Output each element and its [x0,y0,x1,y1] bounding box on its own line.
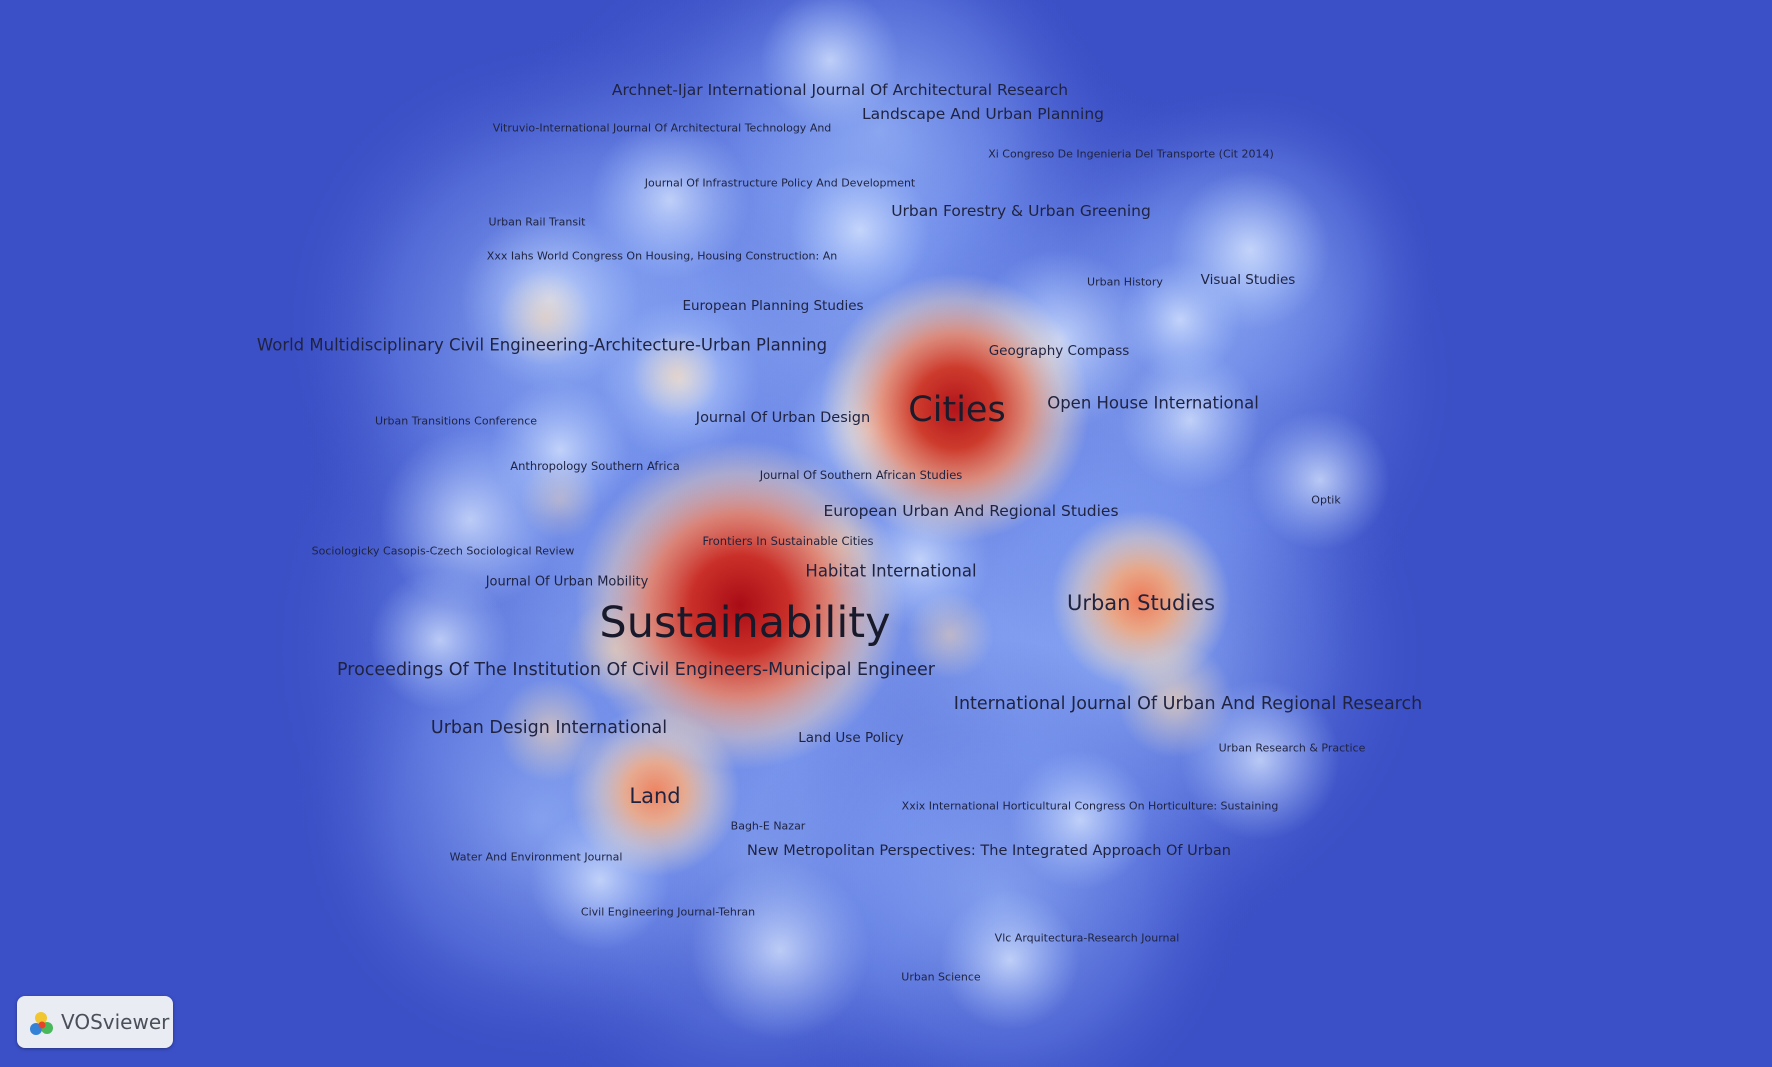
node-label-european-planning[interactable]: European Planning Studies [682,298,864,314]
node-label-journal-southern-african[interactable]: Journal Of Southern African Studies [759,468,963,482]
node-label-ijurr[interactable]: International Journal Of Urban And Regio… [953,694,1423,714]
node-label-xxx-iahs[interactable]: Xxx Iahs World Congress On Housing, Hous… [486,249,838,263]
node-label-sociologicky[interactable]: Sociologicky Casopis-Czech Sociological … [311,544,575,558]
vosviewer-logo-icon [30,1012,53,1035]
node-label-archnet[interactable]: Archnet-Ijar International Journal Of Ar… [611,81,1069,99]
node-label-frontiers-sustainable-cities[interactable]: Frontiers In Sustainable Cities [702,534,874,548]
node-label-world-multidisciplinary[interactable]: World Multidisciplinary Civil Engineerin… [256,335,828,355]
vosviewer-logo: VOSviewer [17,996,173,1048]
node-label-urban-research-practice[interactable]: Urban Research & Practice [1218,741,1366,755]
node-label-journal-urban-design[interactable]: Journal Of Urban Design [695,410,871,426]
node-label-open-house-international[interactable]: Open House International [1047,393,1259,413]
node-label-geography-compass[interactable]: Geography Compass [988,343,1130,359]
node-label-land[interactable]: Land [629,784,681,808]
node-label-xi-congreso[interactable]: Xi Congreso De Ingenieria Del Transporte… [988,147,1274,161]
node-label-cities[interactable]: Cities [908,390,1006,430]
node-label-sustainability[interactable]: Sustainability [599,598,891,648]
node-label-vitruvio[interactable]: Vitruvio-International Journal Of Archit… [492,121,832,135]
node-label-urban-science[interactable]: Urban Science [901,970,981,984]
node-label-landscape-urban-planning[interactable]: Landscape And Urban Planning [862,105,1104,123]
node-label-bagh-e-nazar[interactable]: Bagh-E Nazar [730,819,806,833]
node-label-journal-infrastructure[interactable]: Journal Of Infrastructure Policy And Dev… [644,176,916,190]
node-label-proceedings-ice-municipal[interactable]: Proceedings Of The Institution Of Civil … [337,660,935,680]
node-label-urban-studies[interactable]: Urban Studies [1066,591,1216,615]
node-label-urban-forestry[interactable]: Urban Forestry & Urban Greening [891,202,1151,220]
node-label-vlc-arquitectura[interactable]: Vlc Arquitectura-Research Journal [994,931,1180,945]
node-label-xxix-horticultural[interactable]: Xxix International Horticultural Congres… [901,799,1279,813]
node-label-urban-design-international[interactable]: Urban Design International [430,718,668,738]
node-label-land-use-policy[interactable]: Land Use Policy [798,730,904,746]
node-label-optik[interactable]: Optik [1311,493,1341,507]
node-label-journal-urban-mobility[interactable]: Journal Of Urban Mobility [485,574,649,590]
node-label-anthropology-southern-africa[interactable]: Anthropology Southern Africa [510,459,680,473]
node-label-civil-engineering-tehran[interactable]: Civil Engineering Journal-Tehran [580,905,756,919]
node-label-habitat-international[interactable]: Habitat International [805,561,977,581]
node-label-water-environment[interactable]: Water And Environment Journal [449,850,623,864]
node-label-visual-studies[interactable]: Visual Studies [1200,272,1296,288]
node-label-urban-rail-transit[interactable]: Urban Rail Transit [488,215,586,229]
node-label-urban-history[interactable]: Urban History [1087,275,1163,289]
node-label-urban-transitions[interactable]: Urban Transitions Conference [374,414,538,428]
vosviewer-logo-text: VOSviewer [61,1010,170,1034]
node-label-european-urban-regional[interactable]: European Urban And Regional Studies [823,502,1119,520]
node-label-new-metropolitan[interactable]: New Metropolitan Perspectives: The Integ… [747,843,1231,859]
